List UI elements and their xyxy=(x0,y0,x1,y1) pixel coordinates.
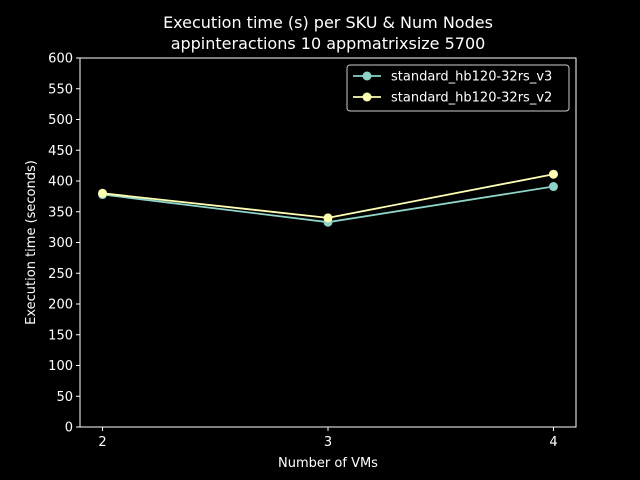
x-tick-label: 3 xyxy=(324,435,332,450)
y-tick-label: 400 xyxy=(48,175,73,190)
data-point xyxy=(548,169,558,179)
series-layer xyxy=(98,169,558,227)
data-point xyxy=(98,188,108,198)
data-point xyxy=(323,213,333,223)
y-tick-label: 450 xyxy=(48,144,73,159)
y-axis: 0 50 100 150 200 250 300 350 400 450 500 550 600 xyxy=(48,52,80,436)
legend-marker xyxy=(362,92,372,102)
y-tick-label: 100 xyxy=(48,359,73,374)
chart-title: Execution time (s) per SKU & Num Nodes xyxy=(163,13,493,32)
y-tick-label: 500 xyxy=(48,113,73,128)
legend-frame xyxy=(346,64,570,112)
y-tick-label: 0 xyxy=(65,421,73,436)
legend-marker xyxy=(362,71,372,81)
x-tick-label: 4 xyxy=(549,435,557,450)
y-tick-label: 300 xyxy=(48,236,73,251)
series-2 xyxy=(98,169,558,223)
y-tick-label: 550 xyxy=(48,82,73,97)
data-point xyxy=(548,182,558,192)
y-tick-label: 350 xyxy=(48,205,73,220)
x-axis: 2 3 4 xyxy=(98,427,558,450)
y-tick-label: 600 xyxy=(48,52,73,67)
x-tick-label: 2 xyxy=(98,435,106,450)
y-axis-label: Execution time (seconds) xyxy=(24,160,39,325)
chart-subtitle: appinteractions 10 appmatrixsize 5700 xyxy=(171,34,486,53)
legend-label: standard_hb120-32rs_v3 xyxy=(391,70,552,85)
x-axis-label: Number of VMs xyxy=(278,456,378,471)
y-tick-label: 250 xyxy=(48,267,73,282)
y-tick-label: 200 xyxy=(48,298,73,313)
y-tick-label: 50 xyxy=(56,390,73,405)
y-tick-label: 150 xyxy=(48,328,73,343)
legend: standard_hb120-32rs_v3 standard_hb120-32r… xyxy=(346,64,570,112)
legend-label: standard_hb120-32rs_v2 xyxy=(391,91,552,106)
